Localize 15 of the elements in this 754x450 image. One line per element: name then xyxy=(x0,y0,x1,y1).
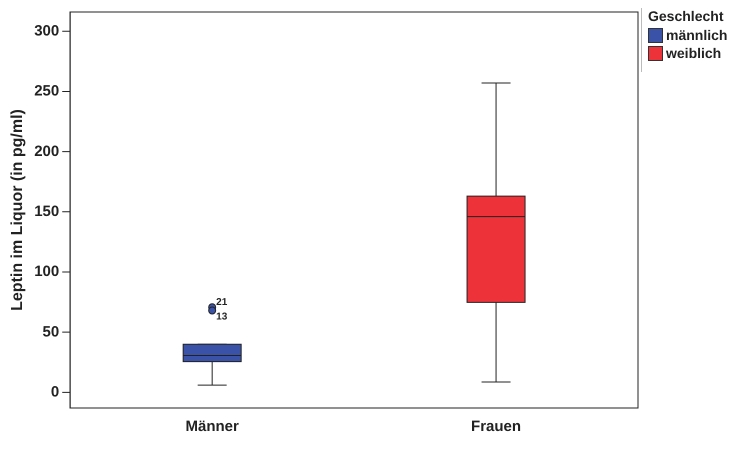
legend-label: weiblich xyxy=(666,44,722,62)
y-tick-label: 100 xyxy=(34,263,60,280)
y-tick-label: 50 xyxy=(42,323,60,340)
x-tick-label: Frauen xyxy=(471,418,522,436)
y-axis-title: Leptin im Liquor (in pg/ml) xyxy=(9,109,26,311)
y-tick-label: 200 xyxy=(34,142,60,160)
y-tick-label: 250 xyxy=(34,82,60,100)
y-tick-label: 300 xyxy=(34,22,60,40)
y-tick-label: 150 xyxy=(34,202,60,220)
y-tick-label: 0 xyxy=(50,383,60,400)
x-tick-label: Männer xyxy=(186,418,240,436)
annotation: 13 xyxy=(216,311,228,322)
annotation: 21 xyxy=(216,297,228,308)
legend-label: männlich xyxy=(666,26,728,44)
legend-title: Geschlecht xyxy=(648,8,724,24)
